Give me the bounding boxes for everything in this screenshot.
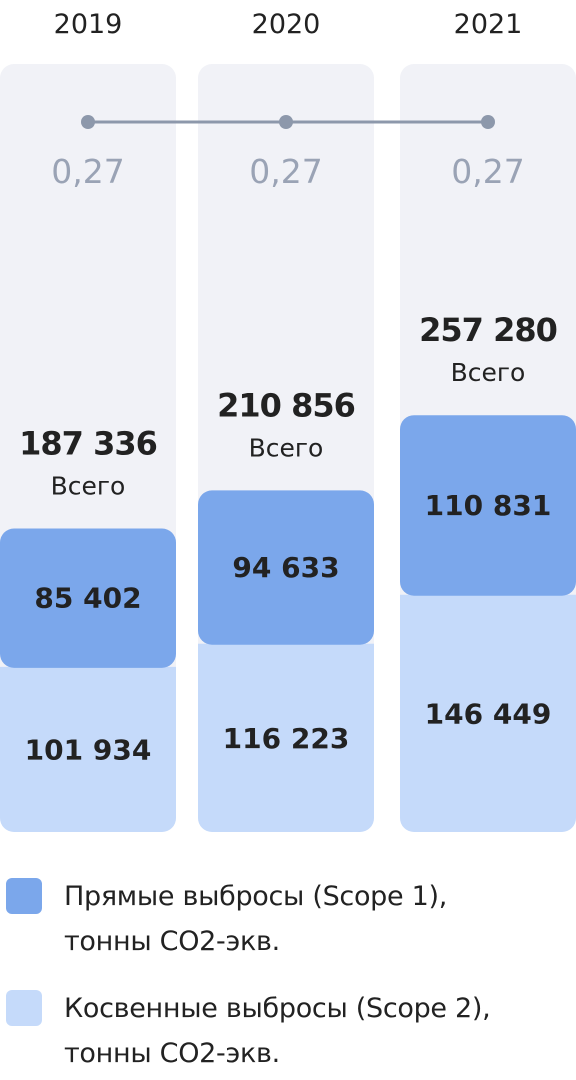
year-label: 2020 [252,9,321,40]
total-caption: Всего [51,472,126,501]
emissions-chart: 2019 85 402 101 934 187 336 Всего 2020 94 633 1… [0,9,576,832]
bar-scope2-value: 101 934 [25,733,152,766]
bar-scope2 [198,643,374,832]
legend-swatch-scope1 [6,878,42,914]
total-value: 210 856 [217,386,355,424]
intensity-value: 0,27 [51,152,124,191]
bar-scope2-value: 146 449 [425,697,552,730]
year-label: 2021 [454,9,523,40]
total-caption: Всего [451,358,526,387]
intensity-point [81,115,95,129]
legend-label-scope1: Прямые выбросы (Scope 1), тонны CO2-экв. [64,881,448,957]
bar-scope1-value: 85 402 [34,582,141,615]
year-label: 2019 [54,9,123,40]
intensity-value: 0,27 [451,152,524,191]
intensity-point [481,115,495,129]
total-caption: Всего [249,433,324,462]
bar-scope1-value: 110 831 [425,489,552,522]
intensity-value: 0,27 [249,152,322,191]
bar-scope1 [0,528,176,668]
bar-scope2-value: 116 223 [223,722,350,755]
total-value: 257 280 [419,311,557,349]
bar-scope1 [400,415,576,596]
legend-label-scope2: Косвенные выбросы (Scope 2), тонны CO2-э… [64,993,491,1069]
bar-scope2 [0,666,176,832]
total-value: 187 336 [19,425,157,463]
bar-scope1-value: 94 633 [232,551,339,584]
intensity-point [279,115,293,129]
bar-scope2 [400,594,576,832]
legend-swatch-scope2 [6,990,42,1026]
chart-legend: Прямые выбросы (Scope 1), тонны CO2-экв.… [0,870,576,1080]
bar-scope1 [198,490,374,645]
